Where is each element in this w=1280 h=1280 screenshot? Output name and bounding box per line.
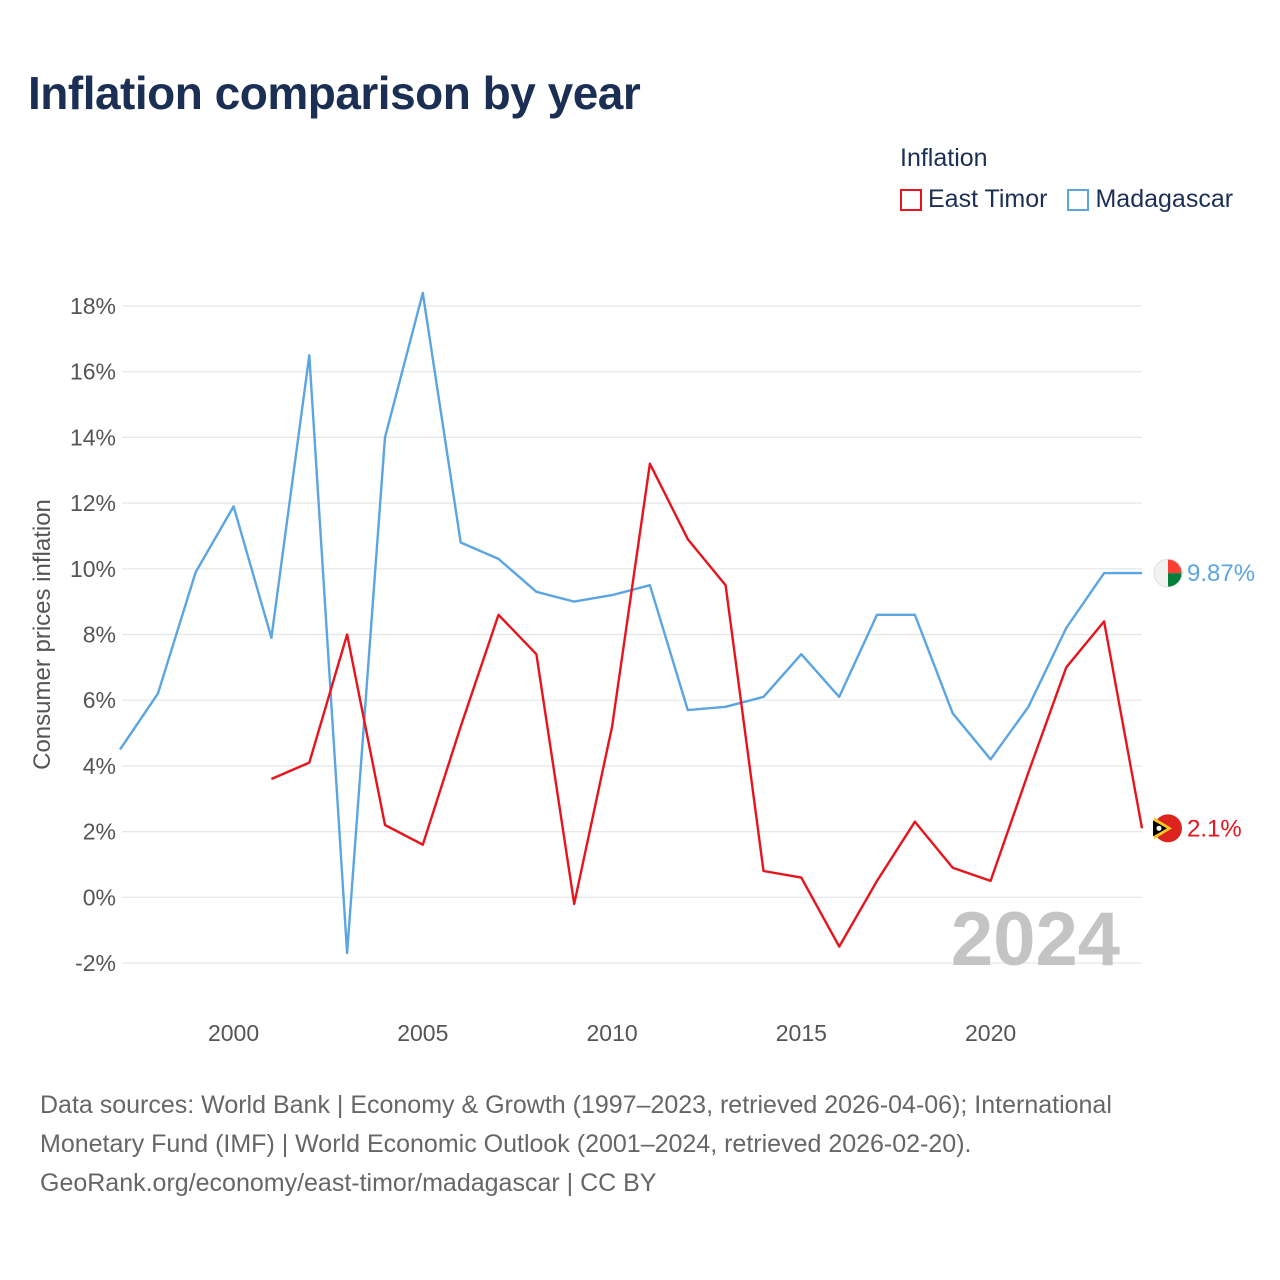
y-tick-label: 8% xyxy=(83,622,116,648)
legend-title: Inflation xyxy=(900,144,988,172)
end-label-east-timor: 2.1% xyxy=(1187,815,1242,842)
y-tick-label: 2% xyxy=(83,819,116,845)
y-tick-label: 12% xyxy=(70,490,116,516)
flag-madagascar-green xyxy=(1168,573,1182,588)
y-tick-label: -2% xyxy=(75,950,116,976)
y-tick-label: 16% xyxy=(70,359,116,385)
legend: East Timor Madagascar xyxy=(900,185,1233,214)
footer-sources: Data sources: World Bank | Economy & Gro… xyxy=(40,1086,1240,1203)
x-tick-label: 2015 xyxy=(776,1020,827,1046)
footer-line-3[interactable]: GeoRank.org/economy/east-timor/madagasca… xyxy=(40,1169,657,1197)
x-tick-label: 2010 xyxy=(586,1020,637,1046)
flag-madagascar-icon xyxy=(1153,558,1183,588)
legend-item-madagascar[interactable]: Madagascar xyxy=(1067,185,1233,214)
footer-line-2: Monetary Fund (IMF) | World Economic Out… xyxy=(40,1130,972,1158)
y-tick-label: 6% xyxy=(83,687,116,713)
year-watermark: 2024 xyxy=(951,897,1120,982)
y-tick-label: 4% xyxy=(83,753,116,779)
y-axis-label: Consumer prices inflation xyxy=(29,499,56,770)
legend-swatch-madagascar xyxy=(1067,188,1090,211)
x-tick-label: 2005 xyxy=(397,1020,448,1046)
flag-madagascar-red xyxy=(1168,559,1182,574)
x-tick-label: 2020 xyxy=(965,1020,1016,1046)
y-tick-label: 14% xyxy=(70,424,116,450)
y-tick-label: 18% xyxy=(70,293,116,319)
series-line-east-timor xyxy=(270,462,1144,948)
end-label-madagascar: 9.87% xyxy=(1187,560,1255,587)
footer-line-1: Data sources: World Bank | Economy & Gro… xyxy=(40,1091,1112,1119)
flag-madagascar-white xyxy=(1154,559,1168,588)
y-tick-label: 0% xyxy=(83,884,116,910)
flag-east-timor-star xyxy=(1156,825,1162,831)
legend-label-east-timor: East Timor xyxy=(928,185,1048,213)
legend-item-east-timor[interactable]: East Timor xyxy=(900,185,1047,214)
line-chart: -2% 0% 2% 4% 6% 8% 10% 12% 14% 16% 18% 2000 2005 2010… xyxy=(29,291,1255,1046)
legend-label-madagascar: Madagascar xyxy=(1095,185,1234,213)
x-tick-label: 2000 xyxy=(208,1020,259,1046)
series-line-madagascar xyxy=(119,291,1142,955)
chart-title: Inflation comparison by year xyxy=(28,67,641,119)
y-tick-label: 10% xyxy=(70,556,116,582)
legend-swatch-east-timor xyxy=(900,188,922,211)
